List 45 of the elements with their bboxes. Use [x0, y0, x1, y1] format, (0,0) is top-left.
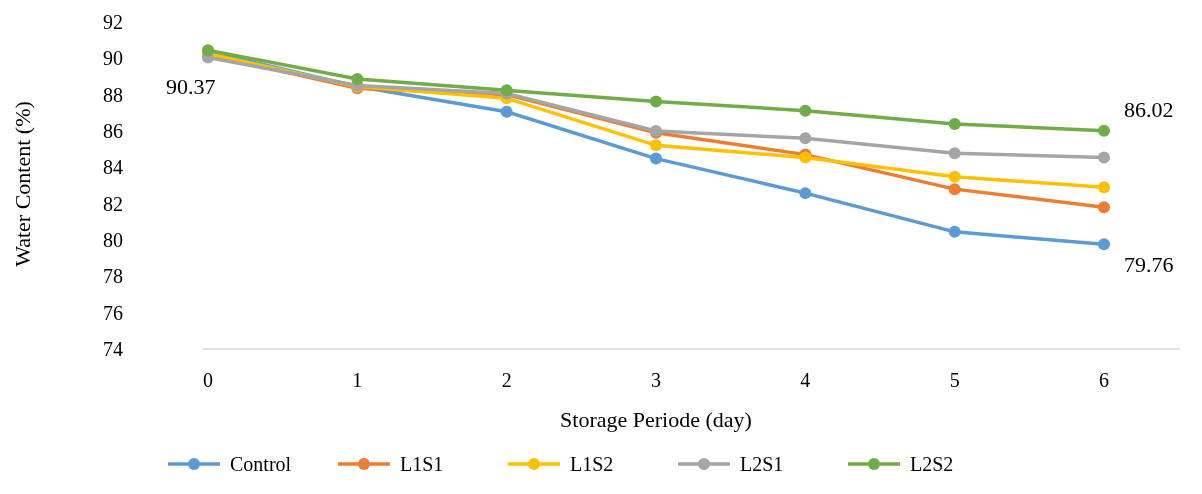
legend-label: L2S1 — [740, 453, 784, 475]
annotation: 86.02 — [1124, 96, 1174, 122]
legend-label: Control — [230, 453, 292, 475]
point — [948, 183, 961, 196]
y-tick-label: 86 — [103, 120, 123, 142]
x-axis-title: Storage Periode (day) — [560, 407, 752, 432]
point — [948, 225, 961, 238]
point — [650, 152, 662, 165]
point — [948, 117, 961, 130]
annotation: 90.37 — [166, 73, 216, 99]
point — [948, 170, 961, 183]
point — [1098, 124, 1110, 137]
point — [1098, 151, 1110, 164]
y-tick-label: 76 — [103, 301, 123, 324]
y-tick-label: 90 — [103, 47, 123, 70]
point — [351, 73, 364, 86]
y-axis-title: Water Content (%) — [10, 101, 35, 267]
point — [799, 187, 812, 200]
y-tick-label: 74 — [103, 338, 123, 360]
point — [1098, 238, 1110, 251]
x-tick-label: 4 — [800, 369, 811, 391]
point — [799, 132, 812, 145]
y-tick-label: 78 — [103, 265, 123, 288]
x-tick-label: 1 — [352, 369, 363, 391]
legend-label: L2S2 — [910, 453, 954, 475]
x-tick-label: 6 — [1099, 369, 1109, 391]
y-tick-label: 92 — [103, 11, 123, 33]
legend-label: L1S1 — [400, 453, 444, 475]
y-tick-label: 84 — [103, 156, 123, 179]
x-tick-label: 3 — [651, 369, 661, 391]
x-tick-label: 0 — [203, 369, 213, 391]
point — [650, 95, 662, 108]
point — [1098, 181, 1110, 194]
point — [1098, 201, 1110, 214]
x-tick-label: 5 — [949, 369, 960, 391]
point — [948, 147, 961, 160]
legend-label: L1S2 — [570, 453, 614, 475]
y-tick-label: 82 — [103, 192, 123, 215]
point — [799, 104, 812, 117]
y-tick-label: 80 — [103, 229, 123, 251]
point — [650, 139, 662, 152]
annotation: 79.76 — [1124, 252, 1174, 278]
y-tick-label: 88 — [103, 83, 123, 106]
point — [500, 105, 513, 118]
x-tick-label: 2 — [501, 369, 512, 391]
